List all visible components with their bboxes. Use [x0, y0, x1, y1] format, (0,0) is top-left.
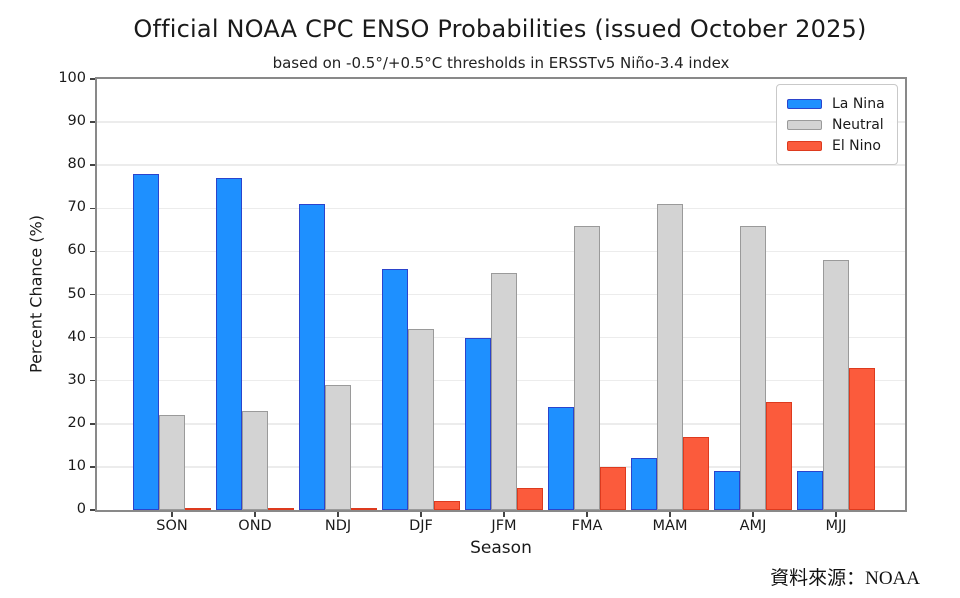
- bar-group-ond: [216, 178, 294, 510]
- bar-group-fma: [548, 225, 626, 510]
- bar-group-mam: [631, 204, 709, 510]
- bar-group-djf: [382, 268, 460, 510]
- bar-la-nina-djf: [382, 268, 408, 510]
- chart-subtitle: based on -0.5°/+0.5°C thresholds in ERSS…: [272, 54, 730, 72]
- y-tick-label: 80: [67, 156, 86, 173]
- plot-area: [95, 77, 907, 512]
- x-tick-label: DJF: [409, 518, 433, 534]
- y-tick-label: 40: [67, 328, 86, 345]
- bar-el-nino-djf: [434, 501, 460, 510]
- gridline: [97, 121, 905, 123]
- bar-neutral-amj: [740, 225, 766, 510]
- x-axis-title: Season: [470, 538, 532, 558]
- bar-la-nina-amj: [714, 471, 740, 510]
- y-tick-mark: [90, 509, 95, 511]
- y-tick-mark: [90, 423, 95, 425]
- x-tick-mark: [835, 512, 837, 517]
- y-tick-mark: [90, 293, 95, 296]
- legend-swatch-icon: [787, 98, 822, 109]
- bar-el-nino-jfm: [517, 488, 543, 510]
- y-tick-mark: [90, 379, 95, 382]
- x-tick-mark: [669, 512, 671, 517]
- y-tick-label: 20: [67, 414, 86, 431]
- y-tick-label: 0: [76, 501, 86, 517]
- bar-neutral-mam: [657, 204, 683, 510]
- legend-row-neutral: Neutral: [787, 114, 885, 135]
- x-tick-mark: [337, 512, 339, 517]
- bar-group-ndj: [299, 204, 377, 510]
- bar-la-nina-jfm: [465, 337, 491, 510]
- y-tick-mark: [90, 336, 95, 339]
- bar-neutral-jfm: [491, 272, 517, 510]
- x-tick-label: SON: [156, 518, 188, 534]
- bar-el-nino-amj: [766, 402, 792, 510]
- x-tick-label: FMA: [571, 518, 603, 534]
- bar-la-nina-ond: [216, 178, 242, 510]
- bar-la-nina-fma: [548, 406, 574, 510]
- bar-el-nino-son: [185, 508, 211, 510]
- x-tick-label: OND: [238, 518, 272, 534]
- y-tick-mark: [90, 466, 95, 468]
- y-tick-mark: [90, 78, 95, 80]
- x-tick-label: NDJ: [324, 518, 352, 534]
- x-tick-mark: [420, 512, 422, 517]
- y-tick-mark: [90, 207, 95, 210]
- bar-neutral-fma: [574, 225, 600, 510]
- x-tick-label: JFM: [491, 518, 517, 534]
- x-tick-mark: [254, 512, 256, 517]
- y-tick-mark: [90, 250, 95, 253]
- y-tick-mark: [90, 121, 95, 123]
- legend-label: Neutral: [832, 116, 884, 133]
- bar-neutral-mjj: [823, 260, 849, 510]
- bar-la-nina-son: [133, 173, 159, 510]
- gridline: [97, 207, 905, 210]
- bar-neutral-ndj: [325, 385, 351, 510]
- gridline: [97, 250, 905, 253]
- bar-el-nino-mam: [683, 436, 709, 510]
- legend-row-la-nina: La Nina: [787, 93, 885, 114]
- bar-group-amj: [714, 225, 792, 510]
- y-tick-label: 60: [67, 242, 86, 259]
- bar-neutral-son: [159, 415, 185, 510]
- legend-label: La Nina: [832, 95, 885, 112]
- bar-el-nino-ndj: [351, 508, 377, 510]
- y-tick-label: 90: [67, 113, 86, 130]
- y-axis-title: Percent Chance (%): [26, 215, 46, 373]
- y-tick-label: 70: [67, 199, 86, 216]
- bar-el-nino-fma: [600, 466, 626, 510]
- bar-neutral-ond: [242, 410, 268, 510]
- bar-neutral-djf: [408, 328, 434, 510]
- bar-group-mjj: [797, 260, 875, 510]
- chart-title: Official NOAA CPC ENSO Probabilities (is…: [133, 15, 867, 43]
- legend: La Nina Neutral El Nino: [776, 84, 898, 165]
- x-tick-mark: [171, 512, 173, 517]
- x-tick-label: MAM: [652, 518, 688, 534]
- bar-la-nina-ndj: [299, 204, 325, 510]
- x-tick-label: AMJ: [739, 518, 767, 534]
- y-tick-label: 50: [67, 285, 86, 302]
- bar-la-nina-mam: [631, 458, 657, 510]
- legend-swatch-icon: [787, 140, 822, 151]
- legend-label: El Nino: [832, 137, 881, 154]
- gridline: [97, 164, 905, 166]
- bar-group-jfm: [465, 272, 543, 510]
- x-tick-mark: [503, 512, 505, 517]
- x-tick-label: MJJ: [825, 518, 847, 534]
- x-tick-mark: [752, 512, 754, 517]
- bar-la-nina-mjj: [797, 471, 823, 510]
- bar-el-nino-ond: [268, 508, 294, 510]
- legend-row-el-nino: El Nino: [787, 135, 885, 156]
- bar-group-son: [133, 173, 211, 510]
- bar-el-nino-mjj: [849, 367, 875, 510]
- y-tick-label: 10: [67, 457, 86, 474]
- y-tick-label: 100: [58, 70, 86, 86]
- x-tick-mark: [586, 512, 588, 517]
- y-tick-label: 30: [67, 371, 86, 388]
- source-note: 資料來源：NOAA: [770, 568, 920, 589]
- y-tick-mark: [90, 164, 95, 166]
- legend-swatch-icon: [787, 119, 822, 130]
